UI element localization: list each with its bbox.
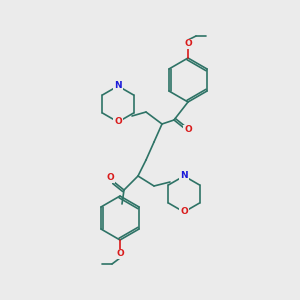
Text: N: N [180, 172, 188, 181]
Text: O: O [184, 125, 192, 134]
Text: O: O [184, 40, 192, 49]
Text: N: N [114, 82, 122, 91]
Text: O: O [106, 173, 114, 182]
Text: O: O [116, 250, 124, 259]
Text: O: O [114, 118, 122, 127]
Text: O: O [180, 208, 188, 217]
